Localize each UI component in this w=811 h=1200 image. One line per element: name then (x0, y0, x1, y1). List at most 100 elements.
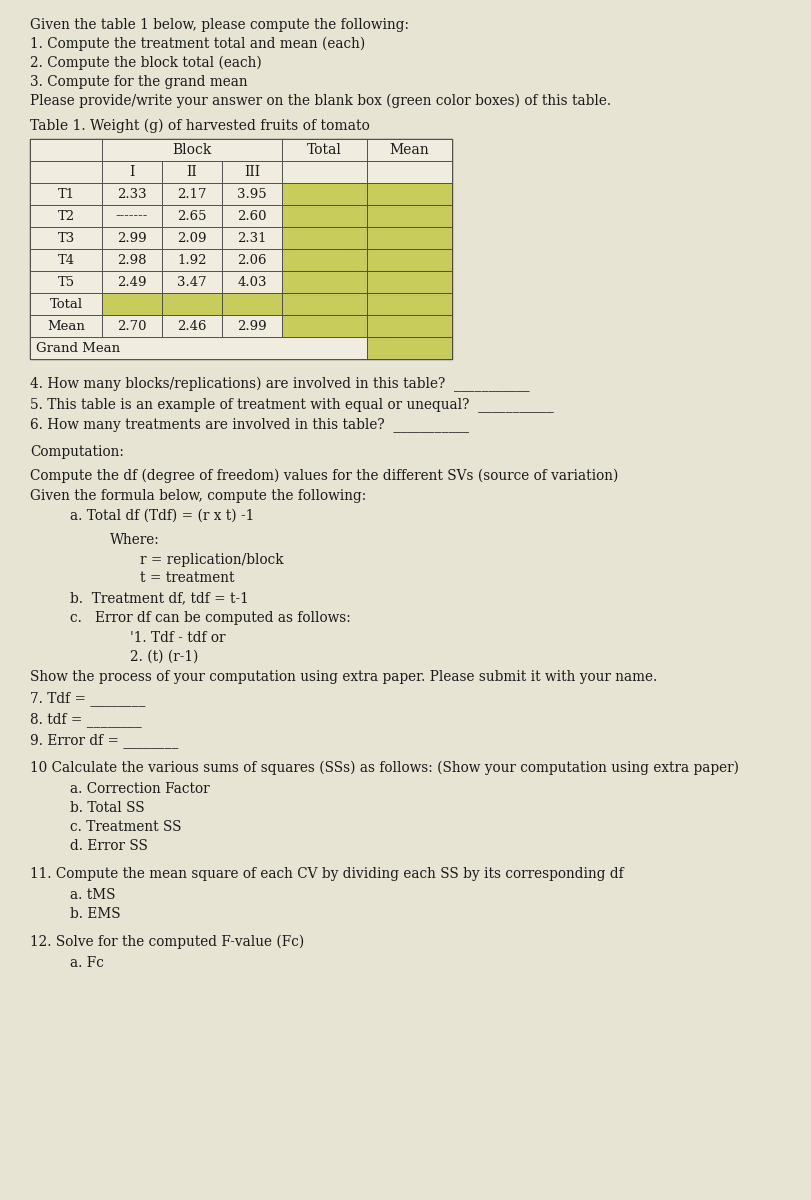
Bar (102, 182, 162, 205)
Text: 3. Compute for the grand mean: 3. Compute for the grand mean (30, 74, 247, 89)
Bar (367, 182, 452, 205)
Text: Total: Total (49, 298, 83, 311)
Bar (102, 314, 162, 337)
Bar (282, 293, 367, 314)
Text: T4: T4 (58, 253, 75, 266)
Text: Block: Block (172, 143, 212, 157)
Bar (162, 271, 222, 293)
Bar (367, 271, 452, 293)
Text: 2. (t) (r-1): 2. (t) (r-1) (130, 650, 199, 664)
Bar (222, 205, 282, 227)
Text: 2.65: 2.65 (178, 210, 207, 222)
Text: Compute the df (degree of freedom) values for the different SVs (source of varia: Compute the df (degree of freedom) value… (30, 469, 618, 484)
Bar (162, 293, 222, 314)
Text: 4. How many blocks/replications) are involved in this table?  ___________: 4. How many blocks/replications) are inv… (30, 377, 530, 392)
Text: 2.49: 2.49 (118, 276, 147, 288)
Bar (30, 248, 102, 271)
Bar (30, 337, 367, 359)
Bar (282, 205, 367, 227)
Text: r = replication/block: r = replication/block (140, 553, 284, 566)
Text: d. Error SS: d. Error SS (70, 839, 148, 853)
Bar (30, 139, 452, 359)
Text: 2.99: 2.99 (117, 232, 147, 245)
Bar (222, 161, 282, 182)
Bar (162, 314, 222, 337)
Text: b. Total SS: b. Total SS (70, 802, 144, 815)
Text: 2.09: 2.09 (178, 232, 207, 245)
Text: 2.06: 2.06 (238, 253, 267, 266)
Text: Grand Mean: Grand Mean (36, 342, 120, 354)
Text: 11. Compute the mean square of each CV by dividing each SS by its corresponding : 11. Compute the mean square of each CV b… (30, 866, 624, 881)
Text: I: I (129, 164, 135, 179)
Bar (222, 182, 282, 205)
Bar (282, 271, 367, 293)
Bar (367, 139, 452, 161)
Text: a. Fc: a. Fc (70, 956, 104, 970)
Text: 2.70: 2.70 (118, 319, 147, 332)
Bar (367, 161, 452, 182)
Bar (367, 227, 452, 248)
Bar (102, 271, 162, 293)
Text: b. EMS: b. EMS (70, 907, 121, 922)
Text: Given the formula below, compute the following:: Given the formula below, compute the fol… (30, 490, 367, 503)
Text: '1. Tdf - tdf or: '1. Tdf - tdf or (130, 631, 225, 646)
Bar (102, 227, 162, 248)
Bar (222, 293, 282, 314)
Text: T3: T3 (58, 232, 75, 245)
Text: T2: T2 (58, 210, 75, 222)
Text: Total: Total (307, 143, 342, 157)
Bar (102, 161, 162, 182)
Text: 2.46: 2.46 (178, 319, 207, 332)
Text: b.  Treatment df, tdf = t-1: b. Treatment df, tdf = t-1 (70, 590, 249, 605)
Text: a. Total df (Tdf) = (r x t) -1: a. Total df (Tdf) = (r x t) -1 (70, 509, 255, 523)
Bar (30, 227, 102, 248)
Text: Given the table 1 below, please compute the following:: Given the table 1 below, please compute … (30, 18, 409, 32)
Text: 2.99: 2.99 (237, 319, 267, 332)
Bar (30, 205, 102, 227)
Text: III: III (244, 164, 260, 179)
Text: T5: T5 (58, 276, 75, 288)
Text: 8. tdf = ________: 8. tdf = ________ (30, 712, 142, 727)
Text: 2. Compute the block total (each): 2. Compute the block total (each) (30, 56, 262, 71)
Bar (30, 314, 102, 337)
Text: 2.60: 2.60 (238, 210, 267, 222)
Bar (222, 271, 282, 293)
Bar (162, 248, 222, 271)
Bar (222, 227, 282, 248)
Text: 4.03: 4.03 (238, 276, 267, 288)
Text: 5. This table is an example of treatment with equal or unequal?  ___________: 5. This table is an example of treatment… (30, 397, 554, 412)
Bar (102, 205, 162, 227)
Bar (282, 161, 367, 182)
Bar (30, 271, 102, 293)
Text: 3.95: 3.95 (237, 187, 267, 200)
Text: 6. How many treatments are involved in this table?  ___________: 6. How many treatments are involved in t… (30, 416, 469, 432)
Text: 3.47: 3.47 (177, 276, 207, 288)
Text: Show the process of your computation using extra paper. Please submit it with yo: Show the process of your computation usi… (30, 670, 657, 684)
Bar (367, 293, 452, 314)
Bar (102, 139, 282, 161)
Bar (30, 139, 102, 161)
Text: 1. Compute the treatment total and mean (each): 1. Compute the treatment total and mean … (30, 37, 365, 52)
Bar (282, 314, 367, 337)
Bar (282, 139, 367, 161)
Bar (162, 227, 222, 248)
Text: a. tMS: a. tMS (70, 888, 115, 902)
Bar (30, 293, 102, 314)
Bar (222, 314, 282, 337)
Text: c.   Error df can be computed as follows:: c. Error df can be computed as follows: (70, 611, 350, 625)
Bar (282, 182, 367, 205)
Text: 2.17: 2.17 (178, 187, 207, 200)
Text: 7. Tdf = ________: 7. Tdf = ________ (30, 691, 145, 706)
Text: c. Treatment SS: c. Treatment SS (70, 820, 182, 834)
Text: -------: ------- (116, 210, 148, 222)
Bar (30, 161, 102, 182)
Bar (222, 248, 282, 271)
Text: t = treatment: t = treatment (140, 571, 234, 584)
Text: Table 1. Weight (g) of harvested fruits of tomato: Table 1. Weight (g) of harvested fruits … (30, 119, 370, 133)
Bar (367, 205, 452, 227)
Text: Please provide/write your answer on the blank box (green color boxes) of this ta: Please provide/write your answer on the … (30, 94, 611, 108)
Bar (367, 248, 452, 271)
Bar (367, 337, 452, 359)
Text: Mean: Mean (389, 143, 429, 157)
Text: 2.31: 2.31 (238, 232, 267, 245)
